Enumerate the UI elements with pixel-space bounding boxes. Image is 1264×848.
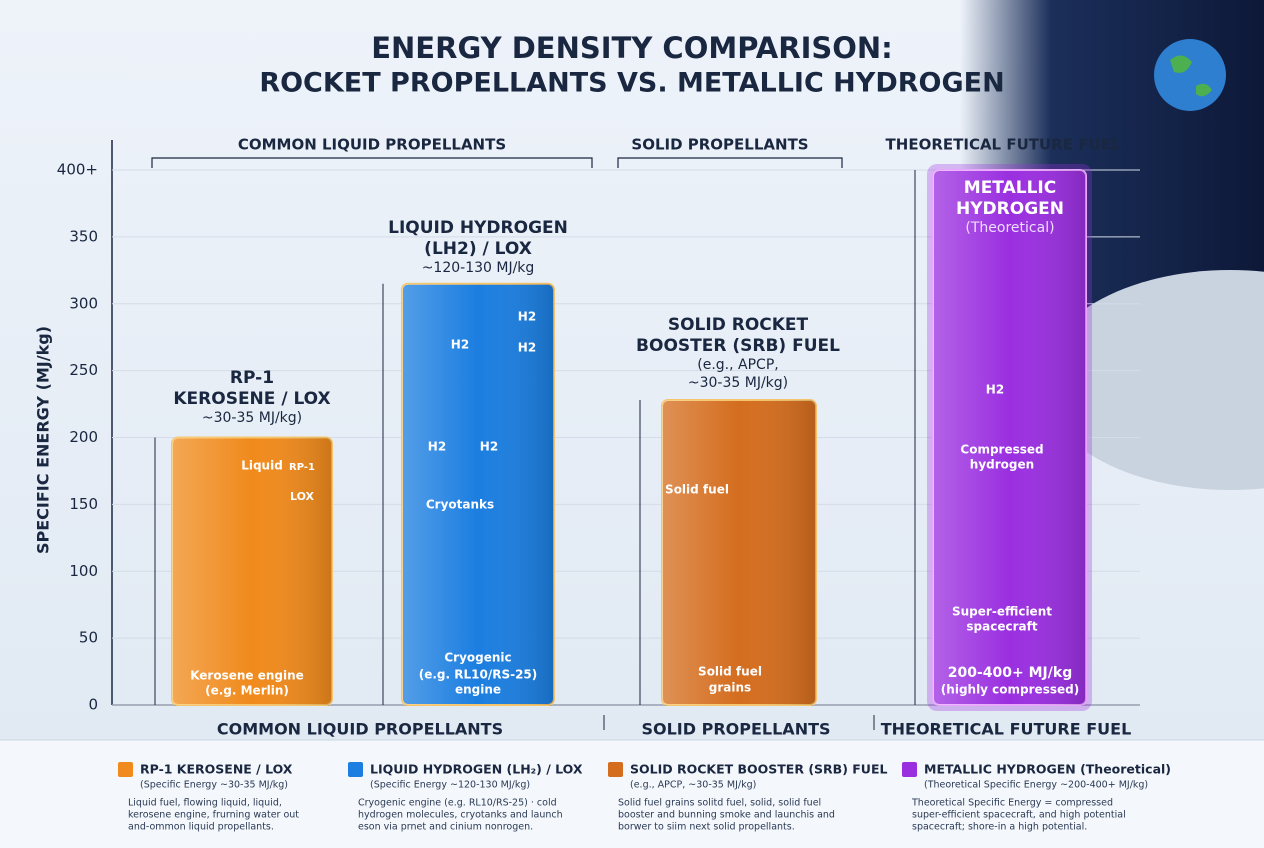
bar-note: ~30-35 MJ/kg) — [202, 410, 302, 426]
bar-note: ~120-130 MJ/kg — [422, 260, 535, 276]
bar-callout: hydrogen — [970, 458, 1034, 472]
y-tick-label: 200 — [69, 428, 98, 446]
legend-detail: (Theoretical Specific Energy ~200-400+ M… — [924, 780, 1148, 791]
bar-callout: (e.g. RL10/RS-25) — [419, 668, 538, 682]
legend-swatch — [348, 762, 363, 777]
legend-text: hydrogen molecules, cryotanks and launch — [358, 810, 563, 821]
earth-land — [1170, 55, 1212, 97]
bar-note: (Theoretical) — [965, 220, 1054, 236]
bar-shine — [662, 400, 816, 705]
legend-detail: (e.g., APCP, ~30-35 MJ/kg) — [630, 780, 756, 791]
legend-text: borwer to siim next solid propellants. — [618, 822, 795, 833]
y-tick-label: 400+ — [57, 161, 98, 179]
legend-text: Liquid fuel, flowing liquid, liquid, — [128, 798, 282, 809]
bar-callout: H2 — [480, 440, 498, 454]
legend-panel — [0, 740, 1264, 848]
y-tick-label: 150 — [69, 495, 98, 513]
chart-subtitle: ROCKET PROPELLANTS VS. METALLIC HYDROGEN — [259, 68, 1004, 99]
bar-callout: (e.g. Merlin) — [205, 684, 289, 698]
legend-detail: (Specific Energy ~120-130 MJ/kg) — [370, 780, 530, 791]
group-label-bottom: SOLID PROPELLANTS — [641, 720, 830, 739]
legend-name: RP-1 KEROSENE / LOX — [140, 762, 293, 777]
bar-callout: LOX — [290, 490, 315, 503]
bar-shine — [933, 170, 1086, 705]
bar-callout: spacecraft — [966, 620, 1037, 634]
bar-callout: Cryogenic — [444, 651, 511, 665]
legend-text: super-efficient spacecraft, and high pot… — [912, 810, 1126, 821]
group-bracket — [151, 157, 843, 168]
bar-shine — [172, 437, 332, 705]
legend-text: kerosene engine, frurning water out — [128, 810, 299, 821]
bar-callout: Liquid — [241, 459, 283, 473]
bar-callout: RP-1 — [289, 462, 315, 473]
bar-callout: Solid fuel — [665, 483, 729, 497]
y-tick-label: 100 — [69, 562, 98, 580]
legend-name: SOLID ROCKET BOOSTER (SRB) FUEL — [630, 762, 887, 777]
legend-text: Theoretical Specific Energy = compressed — [911, 798, 1113, 809]
bar-label: RP-1 — [230, 368, 274, 388]
y-axis-label: SPECIFIC ENERGY (MJ/kg) — [34, 326, 53, 554]
group-label: COMMON LIQUID PROPELLANTS — [238, 136, 506, 154]
chart-title: ENERGY DENSITY COMPARISON: — [371, 31, 893, 65]
y-tick-label: 50 — [79, 629, 98, 647]
bar-callout: H2 — [518, 341, 536, 355]
y-tick-label: 300 — [69, 294, 98, 312]
bar-label: BOOSTER (SRB) FUEL — [636, 336, 840, 356]
bar-shine — [402, 283, 554, 705]
bar-callout: Cryotanks — [426, 498, 494, 512]
group-label-bottom: COMMON LIQUID PROPELLANTS — [217, 720, 503, 739]
bar-callout: H2 — [451, 338, 469, 352]
bar-callout: H2 — [518, 310, 536, 324]
group-label-bottom: THEORETICAL FUTURE FUEL — [881, 720, 1132, 739]
legend-name: METALLIC HYDROGEN (Theoretical) — [924, 762, 1171, 777]
legend-text: Solid fuel grains solitd fuel, solid, so… — [618, 798, 821, 809]
moon — [1040, 270, 1264, 490]
bar-callout: Compressed — [960, 443, 1043, 457]
legend-text: booster and bunning smoke and launchis a… — [618, 810, 835, 821]
legend-name: LIQUID HYDROGEN (LH₂) / LOX — [370, 762, 583, 777]
bar-label: KEROSENE / LOX — [173, 389, 330, 409]
y-tick-label: 350 — [69, 227, 98, 245]
bar-label: HYDROGEN — [956, 199, 1064, 219]
bar-note: (e.g., APCP, — [697, 357, 778, 373]
bar-label: (LH2) / LOX — [424, 239, 532, 259]
bar-label: SOLID ROCKET — [668, 315, 809, 335]
bar-callout: H2 — [428, 440, 446, 454]
legend-swatch — [608, 762, 623, 777]
bar-callout: 200-400+ MJ/kg — [948, 665, 1072, 681]
bar-callout: grains — [709, 681, 751, 695]
legend-text: spacecraft; shore-in a high potential. — [912, 822, 1087, 833]
bar-label: METALLIC — [964, 178, 1056, 198]
legend-detail: (Specific Energy ~30-35 MJ/kg) — [140, 780, 288, 791]
group-label: SOLID PROPELLANTS — [631, 136, 808, 154]
legend-text: eson via prnet and cinium nonrogen. — [358, 822, 533, 833]
bar-callout: engine — [455, 683, 501, 697]
earth — [1154, 39, 1226, 111]
legend-text: Cryogenic engine (e.g. RL10/RS-25) · col… — [358, 798, 557, 809]
y-tick-label: 0 — [88, 696, 98, 714]
legend-swatch — [118, 762, 133, 777]
bar-label: LIQUID HYDROGEN — [388, 218, 568, 238]
y-tick-label: 250 — [69, 361, 98, 379]
legend-swatch — [902, 762, 917, 777]
bar-callout: Solid fuel — [698, 665, 762, 679]
group-separator — [603, 715, 875, 730]
bar-callout: H2 — [986, 383, 1004, 397]
bar-callout: Super-efficient — [952, 605, 1052, 619]
bar-callout: Kerosene engine — [190, 669, 304, 683]
group-label: THEORETICAL FUTURE FUEL — [886, 136, 1121, 154]
bar-note: ~30-35 MJ/kg) — [688, 375, 788, 391]
bar-callout: (highly compressed) — [941, 683, 1079, 697]
legend-text: and-ommon liquid propellants. — [128, 822, 274, 833]
